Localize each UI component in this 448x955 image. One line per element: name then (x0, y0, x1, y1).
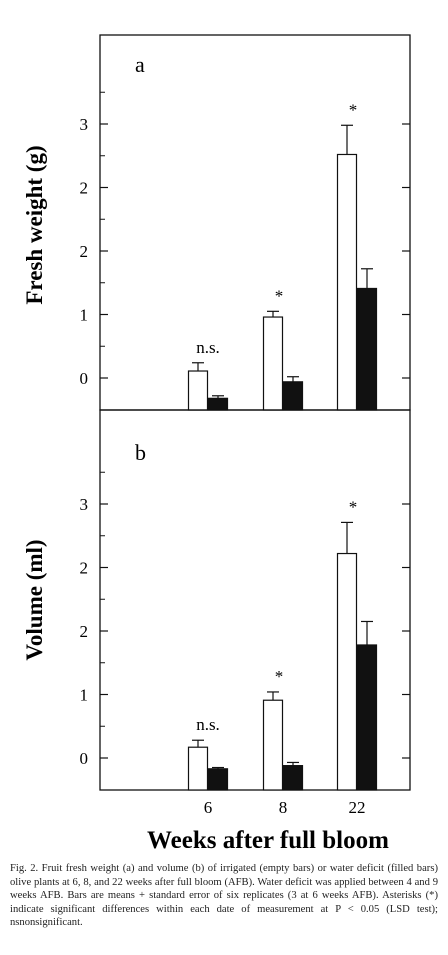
panel-a: 0 1 2 2 3 Fresh weight (g) a n.s. * * (22, 34, 411, 411)
significance-annotation: * (349, 497, 358, 516)
x-tick-label: 22 (349, 798, 366, 817)
bar-water-deficit (207, 397, 229, 411)
figure-caption: Fig. 2. Fruit fresh weight (a) and volum… (10, 863, 438, 929)
y-tick-label: 0 (80, 369, 89, 388)
y-tick-label: 3 (80, 495, 89, 514)
significance-annotation: * (349, 100, 358, 119)
bar-water-deficit (207, 768, 229, 791)
y-tick-label: 0 (80, 749, 89, 768)
y-tick-label: 2 (80, 622, 89, 641)
significance-annotation: n.s. (196, 715, 220, 734)
bar-water-deficit (282, 381, 304, 411)
bar-irrigated (336, 552, 358, 791)
bar-irrigated (262, 316, 284, 411)
x-axis: 6 8 22 Weeks after full bloom (147, 798, 389, 854)
bar-irrigated (262, 699, 284, 791)
bar-irrigated (187, 370, 209, 411)
y-axis-label: Fresh weight (g) (22, 145, 47, 304)
significance-annotation: * (275, 667, 284, 686)
significance-annotation: * (275, 286, 284, 305)
significance-annotation: n.s. (196, 338, 220, 357)
plot-frame (99, 409, 411, 791)
bar-irrigated (187, 746, 209, 791)
panel-label: a (135, 52, 145, 77)
bar-water-deficit (356, 287, 378, 411)
y-tick-label: 3 (80, 115, 89, 134)
y-tick-label: 2 (80, 242, 89, 261)
y-tick-label: 1 (80, 306, 89, 325)
panel-b: 0 1 2 2 3 Volume (ml) b n.s. * * (22, 409, 411, 791)
y-axis-label: Volume (ml) (22, 539, 47, 660)
x-tick-label: 8 (279, 798, 288, 817)
y-tick-label: 1 (80, 686, 89, 705)
x-axis-label: Weeks after full bloom (147, 827, 389, 854)
y-tick-label: 2 (80, 179, 89, 198)
y-tick-label: 2 (80, 559, 89, 578)
panel-label: b (135, 440, 146, 465)
bar-water-deficit (356, 644, 378, 791)
bar-water-deficit (282, 765, 304, 791)
x-tick-label: 6 (204, 798, 213, 817)
bar-irrigated (336, 153, 358, 411)
